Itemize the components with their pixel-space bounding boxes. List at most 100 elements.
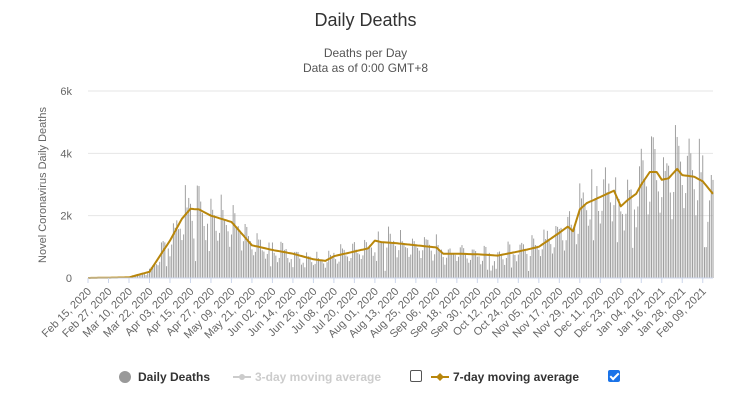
daily-deaths-bar bbox=[509, 244, 511, 278]
daily-deaths-bar bbox=[446, 257, 448, 278]
daily-deaths-bar bbox=[224, 219, 226, 278]
daily-deaths-bar bbox=[521, 242, 523, 278]
daily-deaths-bar bbox=[348, 261, 350, 278]
daily-deaths-bar bbox=[201, 213, 203, 278]
daily-deaths-bar bbox=[461, 245, 463, 278]
daily-deaths-bar bbox=[401, 241, 403, 278]
daily-deaths-bar bbox=[215, 230, 217, 278]
daily-deaths-bar bbox=[475, 251, 477, 278]
daily-deaths-bar bbox=[277, 262, 279, 278]
daily-deaths-bar bbox=[427, 239, 429, 278]
daily-deaths-bar bbox=[560, 227, 562, 278]
daily-deaths-bar bbox=[541, 249, 543, 278]
daily-deaths-bar bbox=[408, 256, 410, 278]
daily-deaths-bar bbox=[275, 255, 277, 278]
daily-deaths-bar bbox=[362, 255, 364, 278]
daily-deaths-bar bbox=[411, 238, 413, 278]
daily-deaths-bar bbox=[189, 203, 191, 278]
daily-deaths-bar bbox=[244, 224, 246, 278]
daily-deaths-bar bbox=[396, 257, 398, 278]
daily-deaths-bar bbox=[196, 185, 198, 278]
daily-deaths-bar bbox=[676, 136, 678, 278]
daily-deaths-bar bbox=[555, 226, 557, 278]
daily-deaths-bar bbox=[644, 178, 646, 278]
daily-deaths-bar bbox=[480, 264, 482, 278]
daily-deaths-bar bbox=[572, 228, 574, 278]
daily-deaths-bar bbox=[692, 170, 693, 278]
daily-deaths-bar bbox=[193, 238, 195, 278]
daily-deaths-bar bbox=[668, 165, 670, 278]
daily-deaths-bar bbox=[434, 254, 436, 278]
daily-deaths-bar bbox=[364, 239, 366, 278]
daily-deaths-bar bbox=[300, 264, 302, 278]
daily-deaths-bar bbox=[482, 260, 483, 278]
legend-item-7-day-average[interactable]: 7-day moving average bbox=[431, 366, 579, 388]
daily-deaths-bar bbox=[702, 155, 704, 278]
daily-deaths-bar bbox=[615, 177, 617, 278]
daily-deaths-bar bbox=[449, 248, 451, 278]
daily-deaths-bar bbox=[150, 267, 152, 278]
daily-deaths-bar bbox=[154, 263, 156, 278]
daily-deaths-bar bbox=[599, 223, 601, 278]
daily-deaths-bar bbox=[359, 254, 360, 278]
daily-deaths-bar bbox=[230, 234, 232, 278]
daily-deaths-bar bbox=[207, 223, 209, 278]
daily-deaths-bar bbox=[432, 260, 434, 278]
daily-deaths-bar bbox=[470, 259, 471, 278]
daily-deaths-bar bbox=[425, 239, 427, 278]
daily-deaths-bar bbox=[577, 233, 579, 278]
daily-deaths-bar bbox=[499, 251, 501, 278]
daily-deaths-bar bbox=[227, 231, 229, 278]
daily-deaths-bar bbox=[586, 210, 588, 278]
daily-deaths-bar bbox=[534, 244, 536, 278]
daily-deaths-bar bbox=[623, 230, 625, 278]
daily-deaths-bars bbox=[97, 125, 714, 279]
daily-deaths-bar bbox=[406, 248, 408, 278]
daily-deaths-bar bbox=[473, 249, 475, 278]
daily-deaths-bar bbox=[242, 241, 244, 278]
daily-deaths-bar bbox=[625, 213, 627, 278]
daily-deaths-bar bbox=[405, 247, 407, 278]
daily-deaths-bar bbox=[236, 226, 238, 278]
daily-deaths-bar bbox=[441, 249, 442, 278]
daily-deaths-bar bbox=[497, 252, 499, 278]
daily-deaths-bar bbox=[369, 244, 371, 278]
checkbox-3-day-average[interactable] bbox=[410, 370, 422, 382]
daily-deaths-bar bbox=[608, 183, 610, 278]
daily-deaths-bar bbox=[517, 254, 519, 279]
daily-deaths-bar bbox=[333, 252, 335, 278]
daily-deaths-bar bbox=[488, 252, 490, 278]
daily-deaths-bar bbox=[645, 186, 647, 278]
daily-deaths-bar bbox=[372, 255, 374, 278]
daily-deaths-bar bbox=[435, 234, 437, 278]
legend-item-3-day-average[interactable]: 3-day moving average bbox=[233, 366, 381, 388]
daily-deaths-bar bbox=[688, 138, 690, 278]
daily-deaths-bar bbox=[294, 251, 296, 278]
daily-deaths-bar bbox=[208, 251, 210, 278]
daily-deaths-bar bbox=[181, 240, 183, 278]
daily-deaths-bar bbox=[253, 255, 255, 278]
daily-deaths-bar bbox=[280, 241, 282, 278]
daily-deaths-bar bbox=[283, 249, 285, 278]
daily-deaths-bar bbox=[415, 244, 417, 278]
daily-deaths-bar bbox=[234, 213, 236, 278]
legend-label-3-day-average: 3-day moving average bbox=[255, 370, 382, 384]
daily-deaths-bar bbox=[400, 230, 401, 278]
daily-deaths-bar bbox=[162, 241, 164, 278]
daily-deaths-bar bbox=[591, 169, 593, 278]
daily-deaths-bar bbox=[570, 224, 572, 278]
y-tick-label: 2k bbox=[60, 211, 72, 223]
daily-deaths-bar bbox=[502, 259, 504, 278]
legend-item-daily-deaths[interactable]: Daily Deaths bbox=[118, 366, 210, 388]
daily-deaths-bar bbox=[295, 251, 297, 278]
daily-deaths-bar bbox=[705, 247, 707, 278]
checkbox-7-day-average[interactable] bbox=[608, 370, 620, 382]
daily-deaths-bar bbox=[656, 180, 658, 278]
daily-deaths-bar bbox=[622, 214, 623, 278]
daily-deaths-bar bbox=[540, 256, 541, 278]
daily-deaths-bar bbox=[220, 194, 222, 278]
daily-deaths-bar bbox=[140, 273, 142, 278]
daily-deaths-bar bbox=[683, 208, 685, 278]
grid-lines bbox=[88, 90, 713, 217]
